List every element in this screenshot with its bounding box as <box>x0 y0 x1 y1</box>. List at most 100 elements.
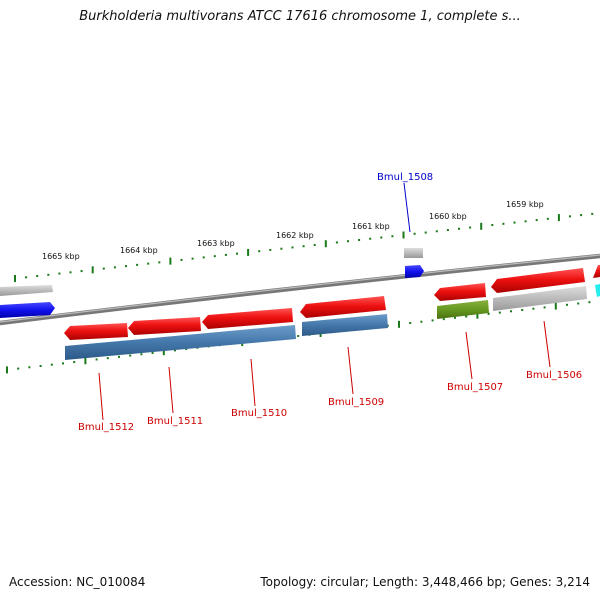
gene-label-bmul-1509[interactable]: Bmul_1509 <box>328 397 384 408</box>
scale-minor-tick <box>409 322 411 324</box>
scale-minor-tick <box>580 214 582 216</box>
scale-minor-tick <box>258 250 260 252</box>
scale-minor-tick <box>103 268 105 270</box>
scale-minor-tick <box>569 215 571 217</box>
scale-label: 1663 kbp <box>197 239 235 248</box>
scale-minor-tick <box>314 244 316 246</box>
cds-feature-1510[interactable] <box>202 308 293 329</box>
scale-minor-tick <box>51 364 53 366</box>
scale-minor-tick <box>214 255 216 257</box>
scale-major-tick <box>555 303 557 310</box>
scale-minor-tick <box>380 237 382 239</box>
scale-major-tick <box>84 357 86 364</box>
scale-label: 1661 kbp <box>352 222 390 231</box>
scale-minor-tick <box>369 238 371 240</box>
scale-minor-tick <box>297 335 299 337</box>
scale-minor-tick <box>491 224 493 226</box>
scale-minor-tick <box>47 274 49 276</box>
scale-major-tick <box>403 232 405 239</box>
scale-minor-tick <box>436 230 438 232</box>
scale-major-tick <box>169 258 171 265</box>
scale-minor-tick <box>591 213 593 215</box>
pseudo-feature-1507[interactable] <box>437 300 489 319</box>
cds-feature[interactable] <box>593 265 600 278</box>
scale-label: 1664 kbp <box>120 246 158 255</box>
scale-minor-tick <box>129 355 131 357</box>
cds-feature[interactable] <box>595 284 600 297</box>
scale-minor-tick <box>425 232 427 234</box>
scale-minor-tick <box>469 227 471 229</box>
scale-minor-tick <box>499 312 501 314</box>
scale-minor-tick <box>136 264 138 266</box>
scale-minor-tick <box>107 357 109 359</box>
scale-minor-tick <box>40 365 42 367</box>
scale-minor-tick <box>347 240 349 242</box>
scale-minor-tick <box>236 253 238 255</box>
scale-minor-tick <box>81 270 83 272</box>
scale-minor-tick <box>125 265 127 267</box>
scale-minor-tick <box>544 306 546 308</box>
accession-text: Accession: NC_010084 <box>9 575 145 589</box>
genome-map: 1659 kbp 1660 kbp 1661 kbp 1662 kbp 1663… <box>0 0 600 600</box>
scale-minor-tick <box>152 352 154 354</box>
cds-feature-1507[interactable] <box>434 283 486 301</box>
scale-major-tick <box>398 321 400 328</box>
scale-minor-tick <box>17 368 19 370</box>
scale-minor-tick <box>70 271 72 273</box>
gene-feature-1509[interactable] <box>302 314 388 336</box>
scale-minor-tick <box>414 233 416 235</box>
scale-minor-tick <box>73 361 75 363</box>
scale-minor-tick <box>458 228 460 230</box>
scale-label: 1665 kbp <box>42 252 80 261</box>
scale-minor-tick <box>36 275 38 277</box>
scale-minor-tick <box>358 239 360 241</box>
scale-minor-tick <box>525 220 527 222</box>
scale-minor-tick <box>147 263 149 265</box>
scale-minor-tick <box>488 313 490 315</box>
scale-minor-tick <box>25 276 27 278</box>
gene-feature[interactable] <box>404 248 423 258</box>
gene-label-bmul-1512[interactable]: Bmul_1512 <box>78 422 134 433</box>
scale-minor-tick <box>588 301 590 303</box>
scale-minor-tick <box>269 249 271 251</box>
gene-label-bmul-1511[interactable]: Bmul_1511 <box>147 416 203 427</box>
scale-minor-tick <box>443 318 445 320</box>
scale-minor-tick <box>391 235 393 237</box>
scale-minor-tick <box>118 356 120 358</box>
cds-feature-1512[interactable] <box>64 323 128 340</box>
scale-label: 1659 kbp <box>506 200 544 209</box>
scale-minor-tick <box>292 246 294 248</box>
scale-minor-tick <box>536 219 538 221</box>
scale-major-tick <box>325 240 327 247</box>
gene-label-bmul-1510[interactable]: Bmul_1510 <box>231 408 287 419</box>
scale-minor-tick <box>420 321 422 323</box>
scale-minor-tick <box>181 259 183 261</box>
scale-major-tick <box>558 214 560 221</box>
scale-minor-tick <box>547 218 549 220</box>
scale-major-tick <box>92 266 94 273</box>
scale-minor-tick <box>140 353 142 355</box>
scale-minor-tick <box>303 245 305 247</box>
cds-feature-1509[interactable] <box>300 296 386 318</box>
gene-feature[interactable] <box>0 285 53 296</box>
scale-minor-tick <box>465 316 467 318</box>
scale-minor-tick <box>280 248 282 250</box>
scale-major-tick <box>6 366 8 373</box>
cds-feature-1511[interactable] <box>128 317 201 335</box>
scale-minor-tick <box>521 309 523 311</box>
scale-major-tick <box>247 249 249 256</box>
outer-scale-track <box>14 213 593 282</box>
scale-minor-tick <box>577 302 579 304</box>
gene-label-bmul-1507[interactable]: Bmul_1507 <box>447 382 503 393</box>
scale-minor-tick <box>532 308 534 310</box>
scale-minor-tick <box>454 317 456 319</box>
scale-minor-tick <box>192 258 194 260</box>
scale-minor-tick <box>58 273 60 275</box>
scale-minor-tick <box>514 222 516 224</box>
scale-minor-tick <box>158 261 160 263</box>
gene-label-bmul-1508[interactable]: Bmul_1508 <box>377 172 433 183</box>
gene-label-bmul-1506[interactable]: Bmul_1506 <box>526 370 582 381</box>
scale-minor-tick <box>432 319 434 321</box>
scale-minor-tick <box>203 256 205 258</box>
scale-minor-tick <box>510 310 512 312</box>
